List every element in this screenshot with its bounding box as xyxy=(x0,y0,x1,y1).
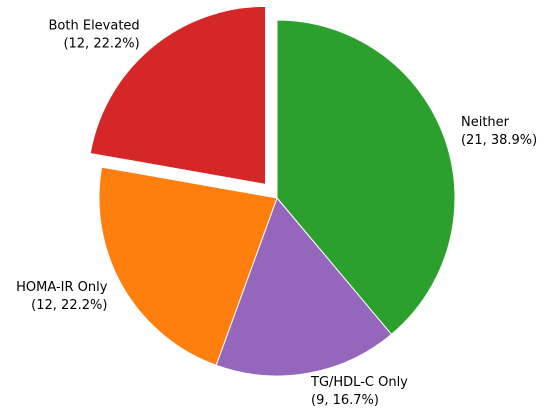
slice-value-label: (9, 16.7%) xyxy=(311,392,379,407)
slice-name: HOMA-IR Only xyxy=(16,279,108,294)
slice-label: TG/HDL-C Only (9, 16.7%) xyxy=(310,374,408,407)
slice-label: Both Elevated (12, 22.2%) xyxy=(49,18,140,51)
pie-slice xyxy=(276,19,456,336)
slice-name: TG/HDL-C Only xyxy=(310,374,408,389)
pie-slice xyxy=(89,5,267,185)
slice-value-label: (21, 38.9%) xyxy=(461,133,537,148)
pie-slice xyxy=(98,166,278,366)
slice-label: HOMA-IR Only (12, 22.2%) xyxy=(16,279,108,312)
slice-name: Neither xyxy=(461,115,510,130)
pie-slice xyxy=(215,197,393,377)
slice-name: Both Elevated xyxy=(49,18,140,33)
slice-value-label: (12, 22.2%) xyxy=(31,297,107,312)
slice-value-label: (12, 22.2%) xyxy=(63,36,139,51)
slice-label: Neither (21, 38.9%) xyxy=(461,115,537,148)
